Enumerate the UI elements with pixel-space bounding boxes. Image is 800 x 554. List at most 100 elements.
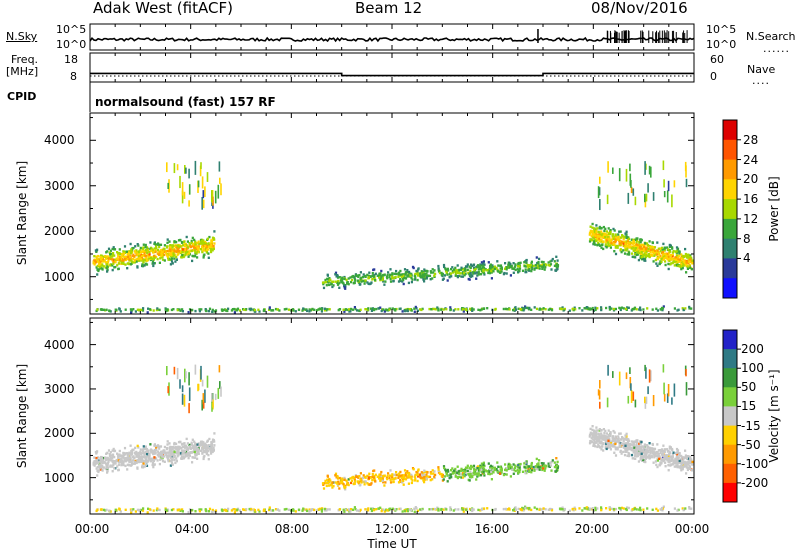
power-cell (402, 278, 405, 282)
velocity-cell (462, 469, 465, 472)
velocity-cell (495, 468, 498, 471)
power-cell (524, 270, 527, 274)
power-cell (192, 255, 195, 258)
power-cell (99, 267, 102, 270)
power-cell (527, 266, 530, 270)
velocity-cell (100, 459, 103, 462)
velocity-cell (331, 486, 334, 489)
power-cell (681, 257, 684, 261)
power-cell (454, 266, 457, 270)
velocity-cell (205, 452, 208, 455)
power-cell (498, 271, 502, 274)
power-cell (551, 257, 554, 261)
velocity-cell (628, 446, 631, 450)
power-cell (627, 240, 630, 243)
velocity-cell (562, 509, 565, 512)
velocity-cell (377, 475, 380, 478)
velocity-cell (596, 429, 599, 432)
velocity-cell (660, 448, 664, 451)
power-cell (119, 310, 122, 313)
power-cell (667, 267, 670, 271)
power-cell (509, 262, 512, 266)
power-cell (153, 249, 156, 252)
velocity-cell (112, 463, 115, 467)
velocity-cell (629, 442, 632, 446)
velocity-cell (627, 438, 630, 441)
power-cell (349, 310, 352, 313)
power-cell (413, 274, 416, 278)
power-cell (661, 308, 664, 312)
power-cell (675, 246, 679, 249)
power-cell (480, 267, 483, 270)
velocity-cell (111, 456, 114, 460)
power-cell (149, 256, 152, 260)
velocity-cell (653, 451, 656, 455)
power-cell (598, 239, 601, 243)
power-cell (549, 260, 552, 263)
velocity-cell (357, 509, 360, 512)
velocity-cell (153, 456, 156, 459)
velocity-cell (640, 445, 643, 448)
velocity-cell (636, 452, 639, 455)
power-cell (622, 240, 625, 244)
power-cell (648, 247, 652, 250)
velocity-cell (598, 428, 601, 431)
power-cell (202, 249, 205, 252)
power-cell (111, 253, 114, 256)
power-cell (521, 306, 524, 310)
velocity-cell (128, 464, 131, 467)
power-cell (509, 274, 512, 277)
power-cell (664, 253, 667, 256)
power-cell (181, 250, 184, 254)
power-cell (676, 247, 680, 250)
power-cell (116, 251, 119, 254)
power-cell (687, 259, 690, 263)
velocity-cell (675, 455, 678, 459)
velocity-cell (472, 508, 475, 511)
velocity-cell (193, 450, 196, 454)
velocity-cell (428, 475, 432, 479)
power-cell (587, 308, 590, 311)
power-cell (540, 260, 543, 264)
velocity-cell (574, 508, 577, 511)
power-cell (438, 269, 441, 273)
power-cell (322, 282, 325, 286)
power-cell (604, 233, 607, 236)
velocity-cell (417, 469, 420, 472)
velocity-cell (119, 510, 122, 513)
power-cell (166, 255, 169, 258)
power-cell (141, 309, 145, 312)
velocity-cell (200, 447, 204, 450)
power-cell (658, 253, 661, 256)
power-cell (193, 246, 196, 250)
power-cell (111, 255, 114, 258)
power-cell (550, 268, 553, 271)
velocity-cell (204, 508, 207, 511)
power-cell (669, 254, 672, 258)
velocity-cell (129, 444, 132, 447)
velocity-cell (165, 509, 169, 512)
power-cell (627, 237, 631, 241)
power-cell (406, 269, 409, 272)
velocity-cell (623, 438, 626, 441)
velocity-cell (117, 463, 120, 466)
velocity-cell (517, 471, 520, 474)
velocity-cell (509, 464, 512, 467)
power-cell (211, 308, 214, 312)
velocity-cell (666, 448, 669, 451)
velocity-cell (412, 468, 415, 471)
power-cell (170, 308, 173, 312)
power-cell (128, 250, 131, 253)
power-cell (160, 249, 163, 252)
power-cell (446, 273, 449, 276)
power-cell (677, 260, 680, 263)
power-cell (600, 246, 603, 249)
power-cell (190, 239, 193, 243)
power-cell (126, 267, 129, 270)
power-cell (449, 272, 453, 275)
velocity-cell (639, 452, 642, 455)
power-cell (106, 270, 109, 273)
velocity-cell (535, 467, 538, 471)
power-cell (420, 270, 423, 273)
power-cell (601, 233, 604, 237)
